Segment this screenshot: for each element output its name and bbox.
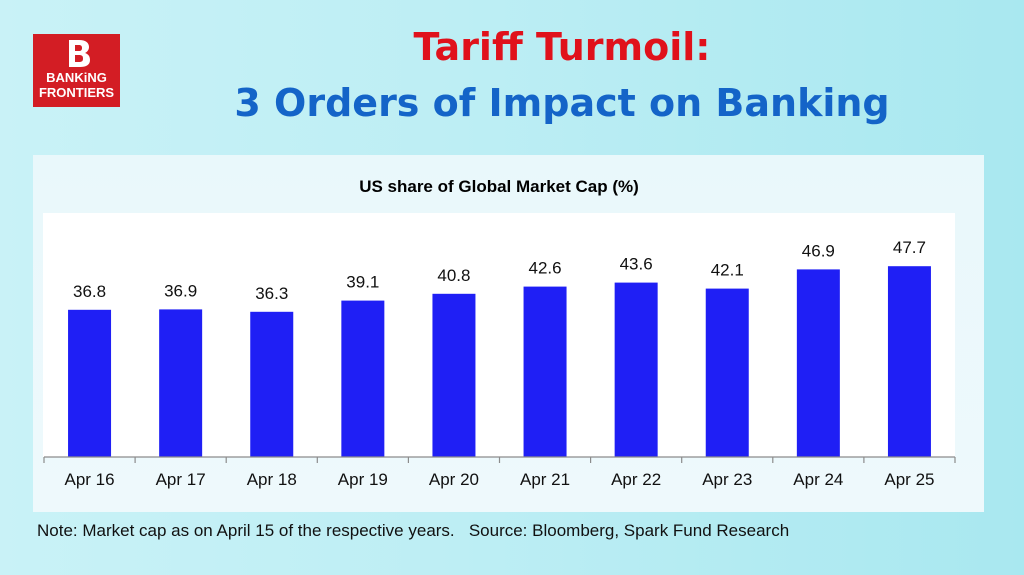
- logo-b-icon: [69, 40, 90, 67]
- x-axis-labels-group: Apr 16 Apr 17 Apr 18 Apr 19 Apr 20 Apr 21 Apr …: [65, 470, 935, 489]
- bar-apr-19: [341, 300, 385, 457]
- bar-apr-16: [68, 309, 112, 457]
- footer-note: Note: Market cap as on April 15 of the r…: [37, 521, 790, 540]
- data-label: 40.8: [437, 266, 470, 285]
- data-label: 36.9: [164, 281, 197, 300]
- x-tick-label: Apr 16: [65, 470, 115, 489]
- page-subtitle: 3 Orders of Impact on Banking: [234, 81, 890, 125]
- data-label: 36.3: [255, 284, 288, 303]
- chart-title: US share of Global Market Cap (%): [359, 177, 639, 196]
- x-tick-label: Apr 25: [884, 470, 934, 489]
- data-label: 43.6: [620, 255, 653, 274]
- x-tick-label: Apr 21: [520, 470, 570, 489]
- chart-panel: US share of Global Market Cap (%) 36.8 36…: [33, 155, 984, 512]
- bar-apr-21: [523, 286, 567, 457]
- banking-frontiers-logo: BANKiNG FRONTIERS: [33, 34, 120, 107]
- x-tick-label: Apr 18: [247, 470, 297, 489]
- data-label: 42.1: [711, 261, 744, 280]
- data-label: 47.7: [893, 238, 926, 257]
- x-tick-label: Apr 22: [611, 470, 661, 489]
- data-label: 36.8: [73, 282, 106, 301]
- page-title: Tariff Turmoil:: [413, 25, 711, 69]
- bar-apr-23: [705, 288, 749, 457]
- logo-text-line-1: BANKiNG: [46, 70, 107, 85]
- bar-apr-20: [432, 293, 476, 457]
- bar-chart: US share of Global Market Cap (%) 36.8 36…: [43, 177, 956, 489]
- x-tick-label: Apr 19: [338, 470, 388, 489]
- bar-apr-18: [250, 311, 294, 457]
- x-axis-ticks-group: [43, 457, 956, 463]
- bar-apr-24: [796, 269, 840, 457]
- bar-apr-22: [614, 282, 658, 457]
- data-labels-group: 36.8 36.9 36.3 39.1 40.8 42.6 43.6 42.1 46.9 47.7: [73, 238, 926, 303]
- data-label: 42.6: [529, 259, 562, 278]
- data-label: 39.1: [346, 273, 379, 292]
- bar-apr-17: [159, 309, 203, 457]
- x-tick-label: Apr 24: [793, 470, 843, 489]
- logo-text-line-2: FRONTIERS: [38, 85, 115, 100]
- x-tick-label: Apr 17: [156, 470, 206, 489]
- data-label: 46.9: [802, 241, 835, 260]
- bar-apr-25: [887, 266, 931, 457]
- x-tick-label: Apr 23: [702, 470, 752, 489]
- bars-group: [68, 266, 931, 457]
- x-tick-label: Apr 20: [429, 470, 479, 489]
